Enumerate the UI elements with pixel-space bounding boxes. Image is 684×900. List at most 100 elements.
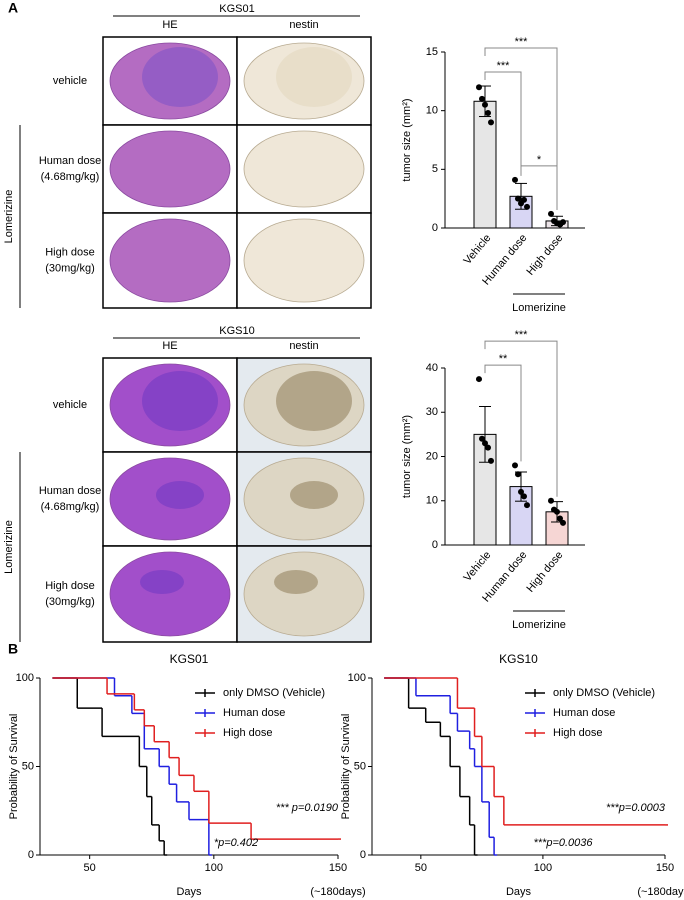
data-point xyxy=(482,101,488,108)
row-label: (4.68mg/kg) xyxy=(41,501,100,513)
x-axis-label: Days xyxy=(176,886,202,898)
tumor-region xyxy=(276,47,352,107)
p-value: *** p=0.0190 xyxy=(276,802,339,814)
y-axis-label: Probability of Survival xyxy=(340,714,352,820)
significance: *** xyxy=(497,60,511,72)
row-label: Human dose xyxy=(39,155,101,167)
data-point xyxy=(482,440,488,447)
data-point xyxy=(554,508,560,515)
bracket xyxy=(484,340,558,497)
data-point xyxy=(524,203,530,210)
data-point xyxy=(488,119,494,126)
y-tick-label: 15 xyxy=(426,46,438,58)
row-label: vehicle xyxy=(53,75,87,87)
data-point xyxy=(512,462,518,469)
data-point xyxy=(518,488,524,495)
tumor-region xyxy=(274,570,318,594)
y-axis-label: tumor size (mm²) xyxy=(401,415,413,498)
brain-section xyxy=(243,130,365,208)
block-title: KGS10 xyxy=(219,325,254,337)
x-axis-label: Days xyxy=(506,886,532,898)
column-label: HE xyxy=(162,340,177,352)
legend-label: Human dose xyxy=(223,707,285,719)
x-tick-note: (~180days) xyxy=(637,886,684,898)
brain-section xyxy=(243,218,365,303)
data-point xyxy=(485,110,491,117)
y-tick-label: 10 xyxy=(426,495,438,507)
x-tick-note: (~180days) xyxy=(310,886,365,898)
legend-label: Human dose xyxy=(553,707,615,719)
data-point xyxy=(557,515,563,522)
data-point xyxy=(479,95,485,102)
p-value: ***p=0.0003 xyxy=(606,802,666,814)
y-tick-label: 20 xyxy=(426,450,438,462)
significance: *** xyxy=(515,329,529,341)
tumor-region xyxy=(156,481,204,509)
chart-title: KGS01 xyxy=(170,652,209,666)
block-title: KGS01 xyxy=(219,3,254,15)
data-point xyxy=(476,376,482,383)
y-tick-label: 0 xyxy=(432,539,438,551)
significance: ** xyxy=(499,353,508,365)
row-label: (30mg/kg) xyxy=(45,262,95,274)
bracket xyxy=(484,364,522,462)
y-tick-label: 100 xyxy=(348,672,366,684)
row-label: High dose xyxy=(45,246,95,258)
tumor-region xyxy=(142,47,218,107)
column-label: HE xyxy=(162,19,177,31)
brain-section xyxy=(109,130,231,208)
data-point xyxy=(548,210,554,217)
y-tick-label: 100 xyxy=(16,672,34,684)
row-label: Human dose xyxy=(39,485,101,497)
legend-label: High dose xyxy=(553,727,603,739)
legend-label: only DMSO (Vehicle) xyxy=(223,687,325,699)
data-point xyxy=(560,519,566,526)
row-label: (4.68mg/kg) xyxy=(41,171,100,183)
legend-label: High dose xyxy=(223,727,273,739)
data-point xyxy=(515,195,521,202)
bracket xyxy=(520,165,558,210)
y-axis-label: tumor size (mm²) xyxy=(401,98,413,181)
data-point xyxy=(485,444,491,451)
chart-title: KGS10 xyxy=(499,652,538,666)
group-label: Lomerizine xyxy=(512,302,566,314)
data-point xyxy=(548,497,554,504)
data-point xyxy=(560,219,566,226)
brain-section xyxy=(243,551,365,637)
tumor-region xyxy=(140,570,184,594)
panel-label: B xyxy=(8,641,18,657)
y-tick-label: 50 xyxy=(22,760,34,772)
x-tick-label: 100 xyxy=(205,862,223,874)
row-label: vehicle xyxy=(53,399,87,411)
data-point xyxy=(524,502,530,509)
column-label: nestin xyxy=(289,19,318,31)
y-tick-label: 0 xyxy=(28,849,34,861)
brain-section xyxy=(109,218,231,303)
tumor-region xyxy=(276,371,352,431)
y-tick-label: 40 xyxy=(426,362,438,374)
x-tick-label: High dose xyxy=(524,549,565,595)
data-point xyxy=(521,493,527,500)
significance: *** xyxy=(515,36,529,48)
y-tick-label: 30 xyxy=(426,406,438,418)
x-tick-label: 150 xyxy=(329,862,347,874)
group-label: Lomerizine xyxy=(3,520,15,574)
p-value: *p=0.402 xyxy=(214,837,258,849)
data-point xyxy=(512,176,518,183)
group-label: Lomerizine xyxy=(512,619,566,631)
x-tick-label: 50 xyxy=(84,862,96,874)
x-tick-label: 50 xyxy=(415,862,427,874)
p-value: ***p=0.0036 xyxy=(533,837,593,849)
data-point xyxy=(476,84,482,91)
legend-label: only DMSO (Vehicle) xyxy=(553,687,655,699)
y-tick-label: 0 xyxy=(360,849,366,861)
data-point xyxy=(515,471,521,478)
tumor-region xyxy=(142,371,218,431)
y-tick-label: 10 xyxy=(426,105,438,117)
x-tick-label: Vehicle xyxy=(462,549,494,584)
bracket xyxy=(484,47,558,210)
tumor-region xyxy=(290,481,338,509)
y-tick-label: 5 xyxy=(432,163,438,175)
x-tick-label: Vehicle xyxy=(462,232,494,267)
